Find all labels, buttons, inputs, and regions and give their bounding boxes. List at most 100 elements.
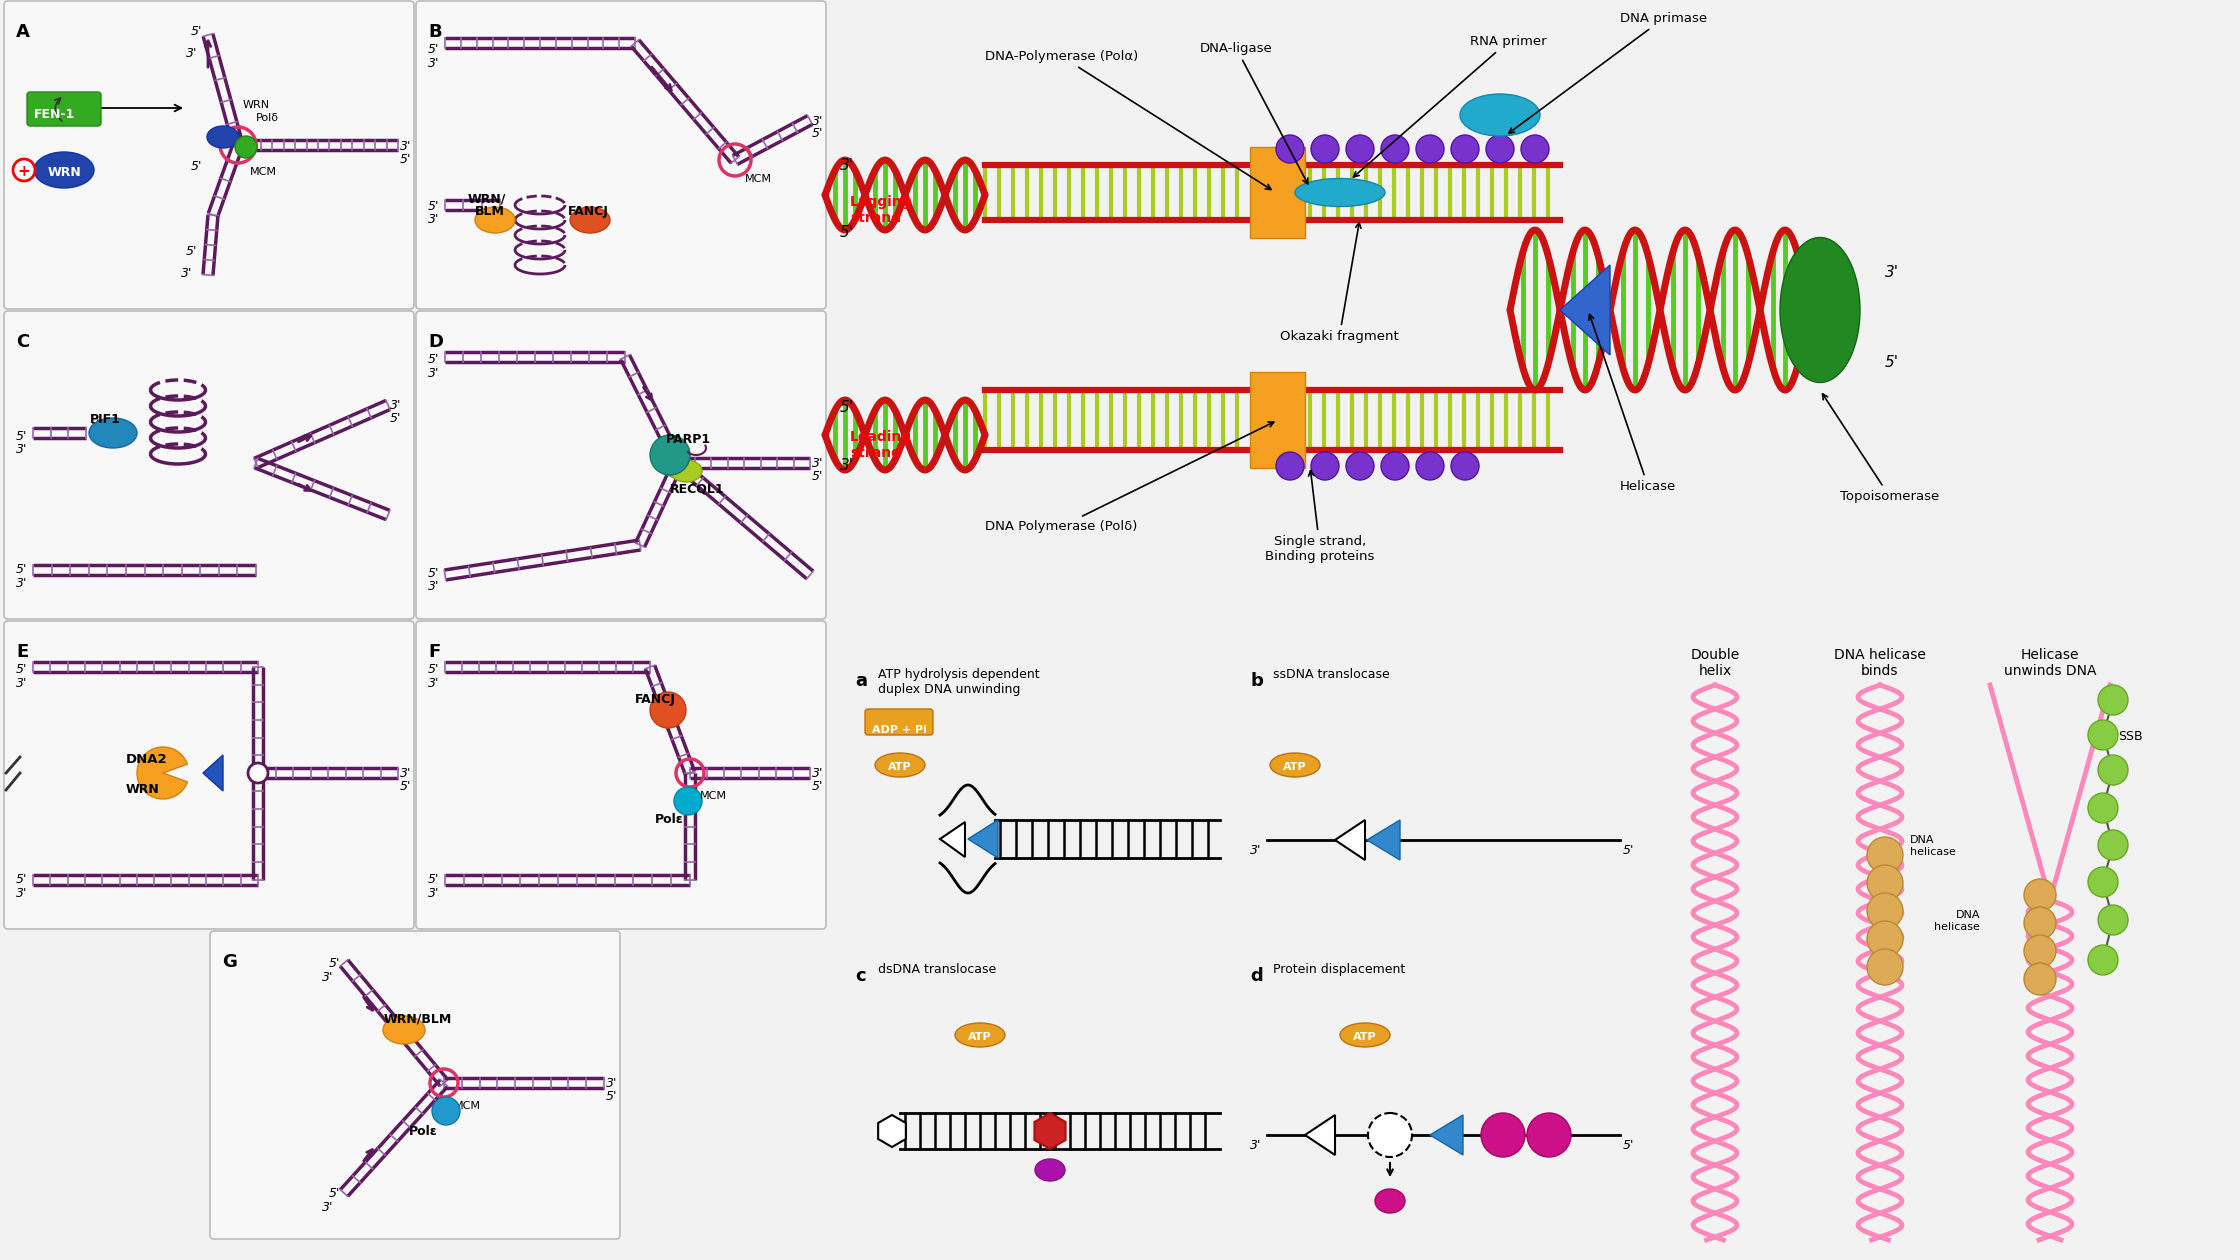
Text: 5': 5' [428,873,439,886]
Bar [1250,372,1306,467]
Text: ATP: ATP [889,762,912,772]
Circle shape [1382,135,1409,163]
Text: Protein displacement: Protein displacement [1272,963,1404,976]
Text: 3': 3' [811,767,824,780]
Circle shape [2088,945,2119,975]
Text: c: c [856,966,865,985]
Text: Leading
strand: Leading strand [849,430,912,460]
Text: 5': 5' [811,127,824,140]
Circle shape [1528,1113,1570,1157]
Circle shape [1416,135,1445,163]
Text: MCM: MCM [699,791,728,801]
Circle shape [2099,685,2128,714]
Text: 3': 3' [428,57,439,71]
Text: 5': 5' [1624,1139,1635,1152]
Text: RNA primer: RNA primer [1353,35,1546,176]
Text: Polε: Polε [410,1125,437,1138]
Text: WRN/: WRN/ [468,193,506,205]
Text: PARP1: PARP1 [665,433,710,446]
FancyBboxPatch shape [211,931,620,1239]
Text: BLM: BLM [475,205,504,218]
FancyBboxPatch shape [417,621,827,929]
Text: 5': 5' [16,873,27,886]
Text: 5': 5' [390,412,401,425]
Text: Single strand,
Binding proteins: Single strand, Binding proteins [1266,470,1375,563]
Text: WRN: WRN [242,100,271,110]
Text: 5': 5' [1624,844,1635,857]
Text: 3': 3' [428,580,439,593]
Ellipse shape [1270,753,1319,777]
Text: 3': 3' [16,677,27,690]
Text: 5': 5' [16,563,27,576]
Circle shape [2099,830,2128,861]
Text: 3': 3' [401,140,412,152]
Circle shape [1277,452,1304,480]
Text: duplex DNA unwinding: duplex DNA unwinding [878,683,1021,696]
Text: a: a [856,672,867,690]
Text: PIF1: PIF1 [90,413,121,426]
Text: 3': 3' [811,115,824,129]
Circle shape [1866,866,1904,901]
Circle shape [1369,1113,1411,1157]
Text: 5': 5' [329,1187,340,1200]
Text: 5': 5' [401,152,412,166]
Text: ATP: ATP [968,1032,992,1042]
Text: A: A [16,23,29,42]
Text: Polε: Polε [654,813,683,827]
Circle shape [1521,135,1550,163]
Ellipse shape [1460,94,1541,136]
Circle shape [2099,905,2128,935]
Polygon shape [1306,1115,1335,1155]
Circle shape [2088,793,2119,823]
Text: C: C [16,333,29,352]
Circle shape [1485,135,1514,163]
Ellipse shape [34,152,94,188]
Text: DNA
helicase: DNA helicase [1933,910,1980,931]
Circle shape [2025,935,2056,966]
Text: 5': 5' [401,780,412,793]
Polygon shape [1035,1113,1066,1149]
Circle shape [432,1097,459,1125]
Text: 3': 3' [401,767,412,780]
FancyBboxPatch shape [4,621,414,929]
Text: Okazaki fragment: Okazaki fragment [1279,223,1398,343]
Circle shape [1866,949,1904,985]
Text: 3': 3' [428,213,439,226]
Text: 3': 3' [428,887,439,900]
Text: dsDNA translocase: dsDNA translocase [878,963,997,976]
Ellipse shape [569,207,609,233]
Circle shape [2099,755,2128,785]
Text: 5': 5' [811,780,824,793]
Text: 5': 5' [811,470,824,483]
Circle shape [235,136,258,158]
Circle shape [1346,452,1373,480]
Text: WRN: WRN [47,166,81,179]
Text: 5': 5' [428,663,439,677]
Text: 5': 5' [840,226,853,239]
Text: Lagging
strand: Lagging strand [849,195,912,226]
Circle shape [1452,452,1478,480]
Text: 3': 3' [16,887,27,900]
Text: 3': 3' [16,444,27,456]
Text: Polδ: Polδ [255,113,280,123]
Text: RECQL1: RECQL1 [670,483,724,496]
Text: 5': 5' [186,244,197,258]
Ellipse shape [1340,1023,1391,1047]
Circle shape [1277,135,1304,163]
Text: MCM: MCM [455,1101,482,1111]
Circle shape [2025,963,2056,995]
Polygon shape [204,755,224,791]
Circle shape [1382,452,1409,480]
Text: 3': 3' [428,367,439,381]
Circle shape [1452,135,1478,163]
FancyBboxPatch shape [417,311,827,619]
Text: 3': 3' [840,158,853,173]
FancyBboxPatch shape [27,92,101,126]
Polygon shape [1335,820,1364,861]
Circle shape [1866,893,1904,929]
Text: 5': 5' [16,430,27,444]
Text: DNA
helicase: DNA helicase [1911,835,1956,857]
Text: 3': 3' [811,457,824,470]
Text: DNA primase: DNA primase [1510,13,1707,134]
Text: 3': 3' [1250,844,1261,857]
